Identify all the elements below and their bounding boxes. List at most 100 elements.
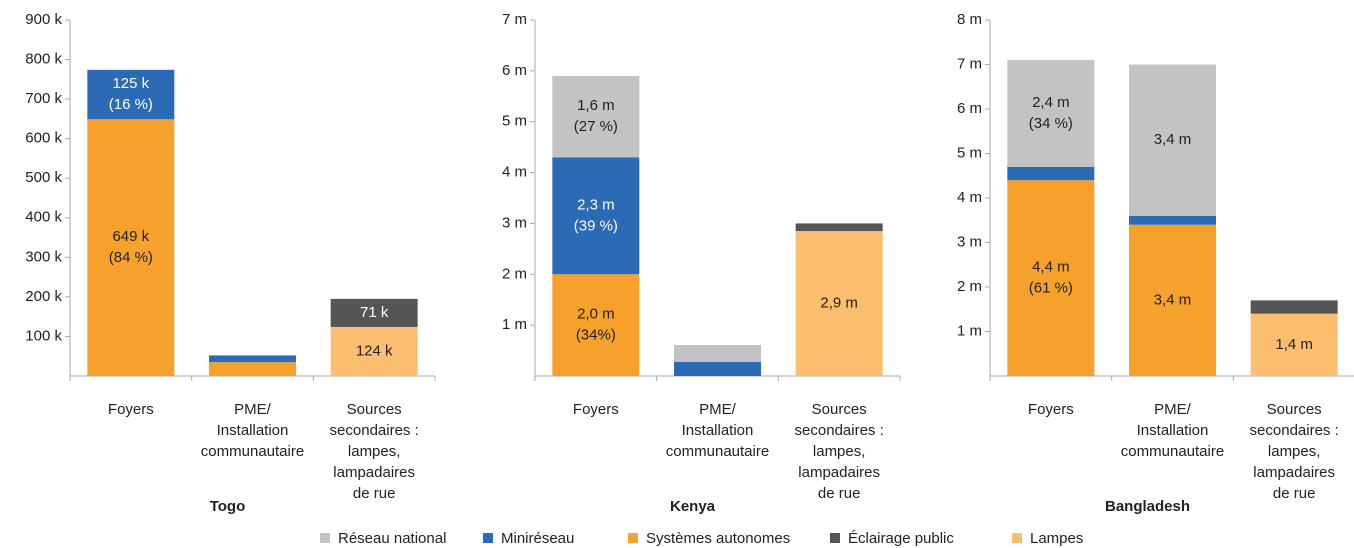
x-tick-label: secondaires : bbox=[795, 422, 884, 439]
value-label: (61 %) bbox=[1029, 280, 1073, 297]
y-tick-label: 5 m bbox=[957, 144, 982, 161]
y-tick-label: 4 m bbox=[957, 189, 982, 206]
y-tick-label: 400 k bbox=[25, 209, 62, 226]
x-tick-label: Installation bbox=[682, 422, 754, 439]
x-tick-label: Installation bbox=[1137, 422, 1209, 439]
x-tick-label: Sources bbox=[812, 401, 867, 418]
y-tick-label: 900 k bbox=[25, 11, 62, 28]
bar-segment bbox=[1007, 180, 1095, 376]
value-label: 1,6 m bbox=[577, 97, 615, 114]
legend-swatch bbox=[830, 533, 840, 543]
x-tick-label: lampadaires bbox=[1253, 464, 1335, 481]
bar-segment bbox=[674, 344, 761, 362]
value-label: 124 k bbox=[356, 342, 393, 359]
legend-label: Réseau national bbox=[338, 530, 446, 547]
y-tick-label: 800 k bbox=[25, 51, 62, 68]
bar-segment bbox=[795, 223, 883, 232]
chart-title: Kenya bbox=[670, 498, 716, 515]
value-label: 2,9 m bbox=[820, 294, 858, 311]
bar-segment bbox=[330, 298, 418, 327]
y-tick-label: 4 m bbox=[502, 164, 527, 181]
legend-label: Éclairage public bbox=[848, 530, 954, 547]
bar-segment bbox=[1129, 64, 1216, 216]
x-tick-label: de rue bbox=[353, 485, 396, 502]
y-tick-label: 3 m bbox=[957, 233, 982, 250]
value-label: 2,0 m bbox=[577, 306, 615, 323]
x-tick-label: Sources bbox=[1267, 401, 1322, 418]
y-tick-label: 600 k bbox=[25, 130, 62, 147]
chart-title: Bangladesh bbox=[1105, 498, 1190, 515]
bar-segment bbox=[552, 274, 640, 376]
x-tick-label: communautaire bbox=[1121, 443, 1224, 460]
y-tick-label: 6 m bbox=[502, 62, 527, 79]
value-label: (34%) bbox=[576, 327, 616, 344]
bar-segment bbox=[674, 361, 761, 376]
x-tick-label: lampes, bbox=[348, 443, 401, 460]
bar-segment bbox=[1007, 60, 1095, 167]
y-tick-label: 300 k bbox=[25, 248, 62, 265]
value-label: 3,4 m bbox=[1154, 291, 1192, 308]
x-tick-label: communautaire bbox=[666, 443, 769, 460]
x-tick-label: secondaires : bbox=[330, 422, 419, 439]
value-label: 3,4 m bbox=[1154, 131, 1192, 148]
x-tick-label: PME/ bbox=[699, 401, 737, 418]
y-tick-label: 7 m bbox=[502, 11, 527, 28]
legend-swatch bbox=[1012, 533, 1022, 543]
y-tick-label: 3 m bbox=[502, 214, 527, 231]
y-tick-label: 2 m bbox=[957, 278, 982, 295]
y-tick-label: 200 k bbox=[25, 288, 62, 305]
bar-segment bbox=[209, 355, 296, 363]
x-tick-label: de rue bbox=[1273, 485, 1316, 502]
value-label: 2,4 m bbox=[1032, 94, 1070, 111]
bar-segment bbox=[1250, 313, 1338, 376]
bar-segment bbox=[552, 75, 640, 158]
x-tick-label: PME/ bbox=[1154, 401, 1192, 418]
bar-segment bbox=[87, 119, 175, 376]
value-label: (16 %) bbox=[109, 96, 153, 113]
value-label: 71 k bbox=[360, 304, 389, 321]
bar-segment bbox=[87, 69, 175, 120]
value-label: (27 %) bbox=[574, 118, 618, 135]
y-tick-label: 8 m bbox=[957, 11, 982, 28]
y-tick-label: 1 m bbox=[957, 322, 982, 339]
x-tick-label: lampes, bbox=[1268, 443, 1321, 460]
legend-swatch bbox=[483, 533, 493, 543]
x-tick-label: communautaire bbox=[201, 443, 304, 460]
bar-segment bbox=[1007, 166, 1095, 181]
value-label: 4,4 m bbox=[1032, 259, 1070, 276]
bar-segment bbox=[795, 231, 883, 376]
y-tick-label: 700 k bbox=[25, 90, 62, 107]
bar-segment bbox=[330, 326, 418, 376]
legend-label: Systèmes autonomes bbox=[646, 530, 790, 547]
chart-title: Togo bbox=[210, 498, 246, 515]
value-label: (34 %) bbox=[1029, 115, 1073, 132]
bar-segment bbox=[1250, 300, 1338, 314]
bar-segment bbox=[1129, 215, 1216, 225]
y-tick-label: 2 m bbox=[502, 265, 527, 282]
bar-segment bbox=[552, 157, 640, 275]
legend-label: Lampes bbox=[1030, 530, 1083, 547]
x-tick-label: Foyers bbox=[1028, 401, 1074, 418]
y-tick-label: 5 m bbox=[502, 113, 527, 130]
value-label: 125 k bbox=[112, 75, 149, 92]
x-tick-label: Sources bbox=[347, 401, 402, 418]
y-tick-label: 1 m bbox=[502, 316, 527, 333]
bar-segment bbox=[1129, 224, 1216, 376]
x-tick-label: de rue bbox=[818, 485, 861, 502]
x-tick-label: lampadaires bbox=[333, 464, 415, 481]
x-tick-label: lampadaires bbox=[798, 464, 880, 481]
y-tick-label: 100 k bbox=[25, 327, 62, 344]
legend-swatch bbox=[320, 533, 330, 543]
value-label: (84 %) bbox=[109, 249, 153, 266]
x-tick-label: secondaires : bbox=[1250, 422, 1339, 439]
value-label: 1,4 m bbox=[1275, 336, 1313, 353]
legend-label: Miniréseau bbox=[501, 530, 574, 547]
x-tick-label: Installation bbox=[217, 422, 289, 439]
value-label: 2,3 m bbox=[577, 196, 615, 213]
value-label: (39 %) bbox=[574, 217, 618, 234]
x-tick-label: Foyers bbox=[108, 401, 154, 418]
value-label: 649 k bbox=[112, 228, 149, 245]
y-tick-label: 500 k bbox=[25, 169, 62, 186]
y-tick-label: 6 m bbox=[957, 100, 982, 117]
